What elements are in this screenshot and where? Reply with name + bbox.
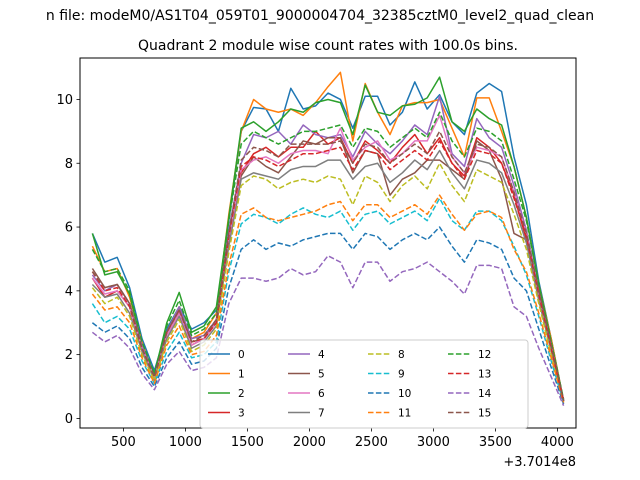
x-tick-label: 2500 [355,435,388,450]
legend-label-10: 10 [398,388,411,400]
legend-label-2: 2 [238,388,245,400]
legend-label-11: 11 [398,408,411,420]
legend-label-15: 15 [478,408,491,420]
legend-label-3: 3 [238,408,245,420]
x-tick-label: 2000 [293,435,326,450]
chart-title: Quadrant 2 module wise count rates with … [138,38,518,54]
legend-label-7: 7 [318,408,325,420]
y-tick-label: 2 [65,348,73,363]
series-line-14 [91,255,565,406]
series-line-11 [91,194,565,403]
series-line-5 [91,136,565,402]
legend-label-5: 5 [318,369,325,381]
x-offset-label: +3.7014e8 [503,455,576,470]
y-tick-label: 4 [65,284,73,299]
series-line-13 [91,140,565,402]
legend-label-4: 4 [318,349,325,361]
y-tick-label: 8 [65,157,73,172]
legend-label-1: 1 [238,369,245,381]
x-tick-label: 1500 [231,435,264,450]
y-tick-label: 0 [65,412,73,427]
series-line-6 [91,114,565,402]
figure-suptitle: n file: modeM0/AS1T04_059T01_9000004704_… [46,8,594,24]
series-line-0 [91,81,565,402]
x-tick-label: 3500 [479,435,512,450]
legend-label-6: 6 [318,388,325,400]
legend-label-0: 0 [238,349,245,361]
series-line-7 [91,149,565,402]
x-tick-label: 1000 [169,435,202,450]
plot-area [91,71,565,406]
series-line-10 [91,226,565,405]
y-tick-label: 10 [56,93,73,108]
legend-label-8: 8 [398,349,405,361]
series-line-15 [91,130,565,402]
x-tick-label: 500 [111,435,136,450]
legend-label-12: 12 [478,349,491,361]
legend-label-14: 14 [478,388,492,400]
series-line-2 [91,76,565,402]
x-tick-label: 3000 [417,435,450,450]
series-line-12 [91,111,565,400]
y-tick-label: 6 [65,221,73,236]
series-line-8 [91,162,565,403]
legend-label-13: 13 [478,369,491,381]
legend-box [199,339,529,429]
x-tick-label: 4000 [541,435,574,450]
legend-label-9: 9 [398,369,405,381]
